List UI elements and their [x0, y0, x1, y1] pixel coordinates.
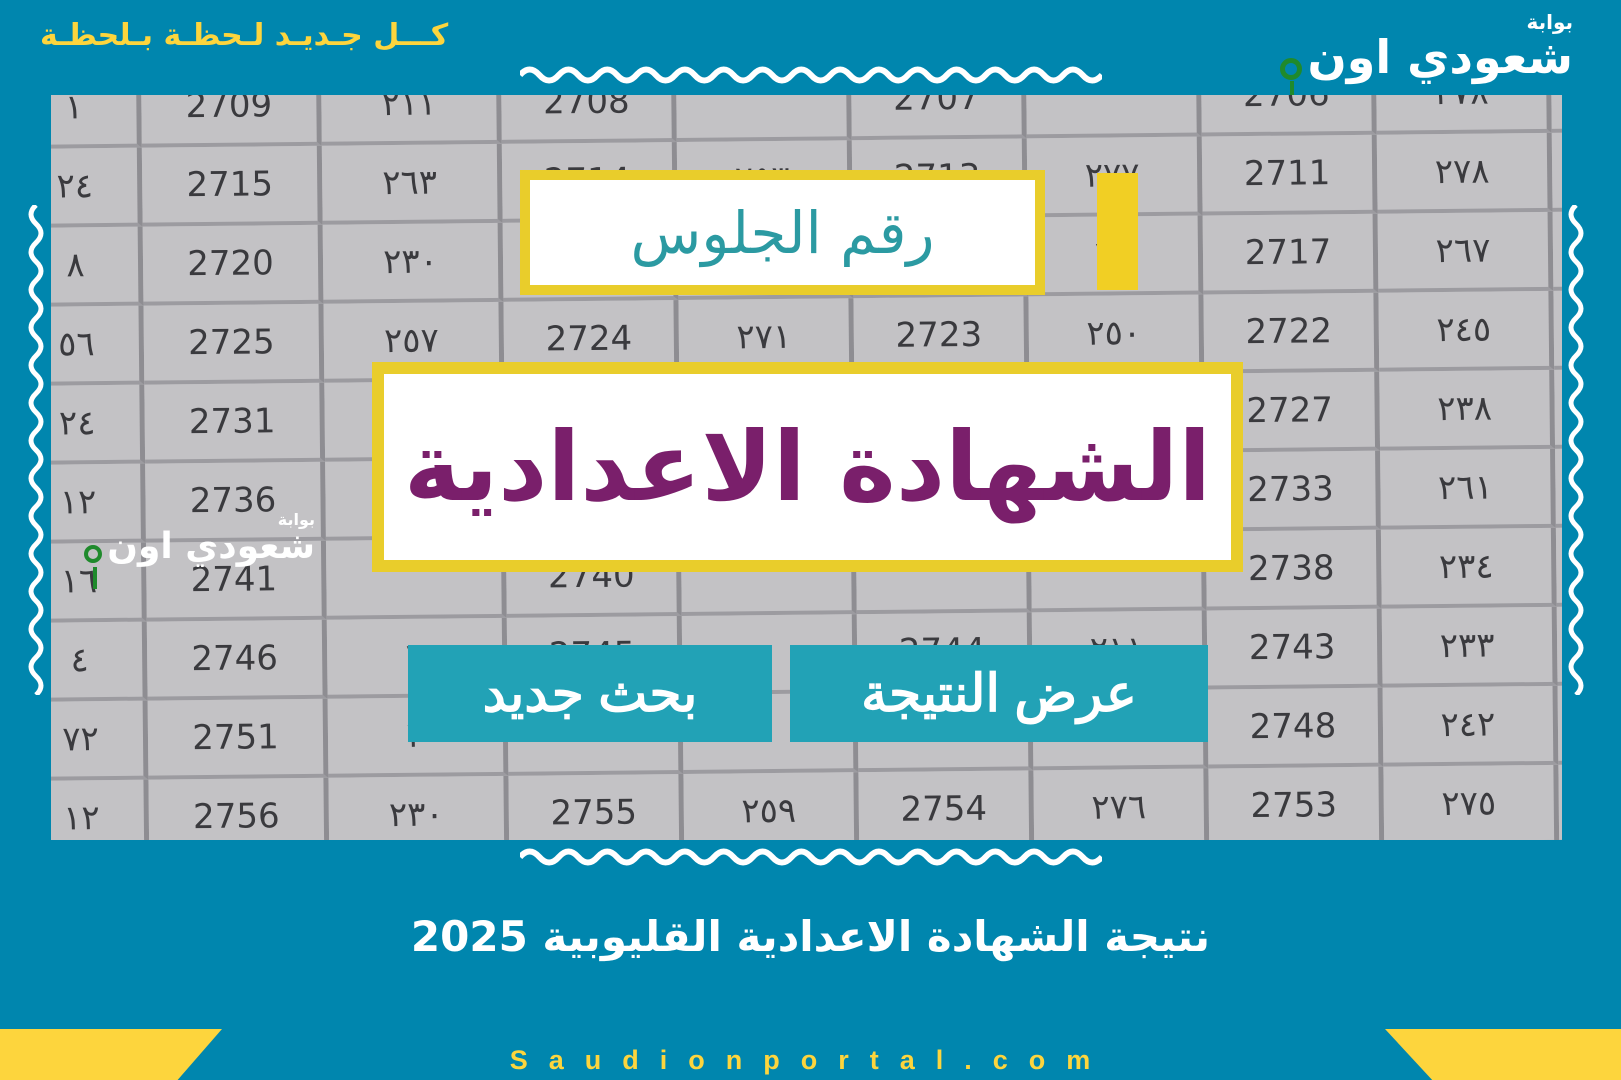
watermark-main-text: شعودي اون: [107, 526, 315, 567]
table-cell: [1556, 605, 1562, 686]
seat-number-label: رقم الجلوس: [520, 170, 1045, 295]
watermark-logo: بوابة شعودي اون: [45, 510, 315, 589]
table-cell: ٢٦١: [1380, 448, 1556, 530]
site-logo[interactable]: بوابة شعودي اون: [1274, 10, 1573, 103]
table-cell: 2753: [1208, 766, 1385, 840]
table-cell: ٢٦٣: [321, 143, 503, 225]
yellow-accent-bar: [1097, 173, 1138, 290]
table-cell: [1555, 526, 1562, 607]
table-cell: ٢٧٦: [1033, 768, 1210, 840]
map-pin-icon: [1279, 57, 1302, 103]
table-cell: 2748: [1207, 687, 1384, 769]
table-cell: 2731: [144, 382, 326, 464]
table-cell: 2708: [500, 95, 677, 144]
corner-ribbon-left: [0, 1029, 222, 1080]
watermark-small-text: بوابة: [277, 510, 315, 529]
table-cell: 2756: [148, 777, 330, 840]
table-cell: [1552, 210, 1562, 291]
table-cell: ٤: [51, 621, 148, 702]
table-cell: 2720: [142, 224, 324, 306]
table-cell: 2706: [1200, 95, 1377, 137]
table-cell: 2711: [1201, 134, 1378, 216]
table-cell: [1558, 763, 1562, 840]
new-search-button[interactable]: بحث جديد: [408, 645, 772, 742]
table-cell: 2709: [140, 95, 322, 148]
table-cell: 2746: [146, 619, 328, 701]
table-cell: [675, 95, 852, 143]
table-cell: ٢٣٠: [322, 222, 504, 304]
table-cell: ٢٣٤: [1380, 527, 1557, 609]
show-result-button[interactable]: عرض النتيجة: [790, 645, 1208, 742]
table-cell: 2743: [1206, 608, 1383, 690]
table-cell: [1551, 131, 1562, 212]
table-cell: ١: [51, 95, 142, 149]
table-cell: ٥٦: [51, 305, 145, 386]
wavy-border-right: [1568, 205, 1584, 695]
table-cell: ٢٤: [51, 147, 143, 228]
table-cell: [1554, 368, 1562, 449]
table-cell: ٨: [51, 226, 144, 307]
wavy-divider-top: [520, 66, 1102, 84]
table-cell: [1553, 289, 1562, 370]
wavy-divider-bottom: [520, 848, 1102, 866]
certificate-label: الشهادة الاعدادية: [372, 362, 1243, 572]
table-cell: 2755: [508, 773, 685, 840]
table-cell: 2725: [143, 303, 325, 385]
table-cell: [1557, 684, 1562, 765]
tagline: كـــل جـديـد لـحظـة بـلحظـة: [40, 18, 449, 53]
table-cell: [1025, 95, 1202, 139]
table-cell: 2707: [850, 95, 1027, 141]
table-cell: ٢٣٠: [328, 775, 510, 840]
table-cell: 2715: [141, 145, 323, 227]
table-cell: 2751: [147, 698, 329, 780]
table-cell: ٧٢: [51, 700, 149, 781]
table-cell: ٢٧٨: [1375, 95, 1552, 135]
table-cell: ٢٣٨: [1379, 369, 1556, 451]
logo-main-text: شعودي اون: [1307, 30, 1573, 84]
wavy-border-left: [28, 205, 44, 695]
headline: نتيجة الشهادة الاعدادية القليوبية 2025: [410, 912, 1211, 961]
table-cell: ١٢: [51, 779, 150, 840]
table-cell: ٢٧٨: [1376, 132, 1553, 214]
website-url[interactable]: Saudionportal.com: [509, 1045, 1112, 1075]
table-cell: ٢٤: [51, 384, 146, 465]
table-cell: 2717: [1202, 213, 1379, 295]
table-cell: 2754: [858, 770, 1035, 840]
table-cell: ٢١١: [320, 95, 502, 146]
table-cell: ٢٧٥: [1383, 764, 1560, 840]
table-cell: ٢٦٧: [1377, 211, 1554, 293]
table-cell: ٢٤٥: [1378, 290, 1555, 372]
corner-ribbon-right: [1385, 1029, 1621, 1080]
table-cell: ٢٥٩: [683, 772, 860, 840]
table-cell: ٢٣٣: [1381, 606, 1558, 688]
logo-small-text: بوابة: [1526, 10, 1573, 34]
table-cell: ٢٤٢: [1382, 685, 1559, 767]
table-cell: [1555, 447, 1562, 528]
map-pin-icon: [83, 544, 102, 589]
table-cell: [1550, 95, 1562, 133]
